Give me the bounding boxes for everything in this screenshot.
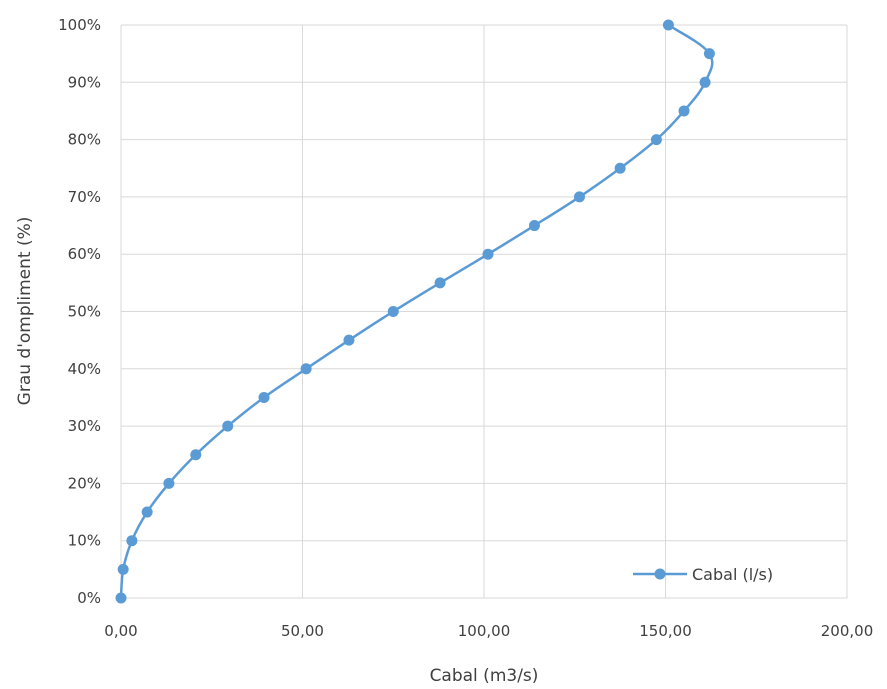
y-axis-ticks: 0% 10% 20% 30% 40% 50% 60% 70% 80% 90% 100% — [58, 16, 101, 607]
data-point — [678, 105, 690, 117]
series-layer — [115, 19, 715, 604]
data-point — [141, 506, 153, 518]
data-point — [163, 477, 175, 489]
x-axis-ticks: 0,00 50,00 100,00 150,00 200,00 — [104, 622, 873, 640]
x-tick-label: 0,00 — [104, 622, 137, 640]
y-tick-label: 40% — [68, 360, 101, 378]
x-tick-label: 50,00 — [281, 622, 324, 640]
data-point — [703, 48, 715, 60]
data-point — [614, 162, 626, 174]
y-axis-title: Grau d'ompliment (%) — [15, 217, 35, 406]
data-point — [434, 277, 446, 289]
x-tick-label: 100,00 — [458, 622, 511, 640]
x-axis-title: Cabal (m3/s) — [430, 666, 539, 686]
legend-marker — [654, 568, 666, 580]
data-point — [300, 363, 312, 375]
y-tick-label: 80% — [68, 131, 101, 149]
y-tick-label: 10% — [68, 532, 101, 550]
y-tick-label: 70% — [68, 188, 101, 206]
x-tick-label: 200,00 — [821, 622, 874, 640]
data-point — [126, 535, 138, 547]
y-tick-label: 30% — [68, 417, 101, 435]
data-point — [190, 449, 202, 461]
legend: Cabal (l/s) — [633, 565, 773, 584]
data-point — [662, 19, 674, 31]
data-point — [343, 334, 355, 346]
legend-label: Cabal (l/s) — [692, 565, 773, 584]
y-tick-label: 20% — [68, 474, 101, 492]
data-point — [258, 391, 270, 403]
data-point — [528, 220, 540, 232]
data-point — [699, 76, 711, 88]
y-tick-label: 50% — [68, 303, 101, 321]
data-point — [115, 592, 127, 604]
data-point — [482, 248, 494, 260]
y-tick-label: 100% — [58, 16, 101, 34]
data-point — [650, 134, 662, 146]
data-point — [117, 563, 129, 575]
data-point — [573, 191, 585, 203]
data-point — [222, 420, 234, 432]
x-tick-label: 150,00 — [639, 622, 692, 640]
gridlines — [120, 24, 848, 599]
y-tick-label: 0% — [77, 589, 101, 607]
y-tick-label: 90% — [68, 73, 101, 91]
y-tick-label: 60% — [68, 245, 101, 263]
data-point — [387, 306, 399, 317]
